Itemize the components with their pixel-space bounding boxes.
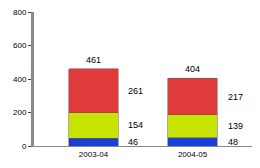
svg-text:200: 200	[13, 108, 27, 117]
svg-text:600: 600	[13, 41, 27, 50]
svg-text:461: 461	[86, 55, 101, 65]
svg-text:800: 800	[13, 8, 27, 17]
svg-text:217: 217	[228, 92, 243, 102]
svg-text:139: 139	[228, 121, 243, 131]
svg-text:261: 261	[128, 86, 143, 96]
svg-text:2003-04: 2003-04	[79, 150, 109, 159]
svg-text:0: 0	[22, 142, 27, 151]
svg-text:2004-05: 2004-05	[178, 150, 208, 159]
svg-text:48: 48	[228, 137, 238, 147]
svg-text:400: 400	[13, 75, 27, 84]
svg-text:154: 154	[128, 120, 143, 130]
svg-text:46: 46	[128, 137, 138, 147]
svg-text:404: 404	[185, 64, 200, 74]
